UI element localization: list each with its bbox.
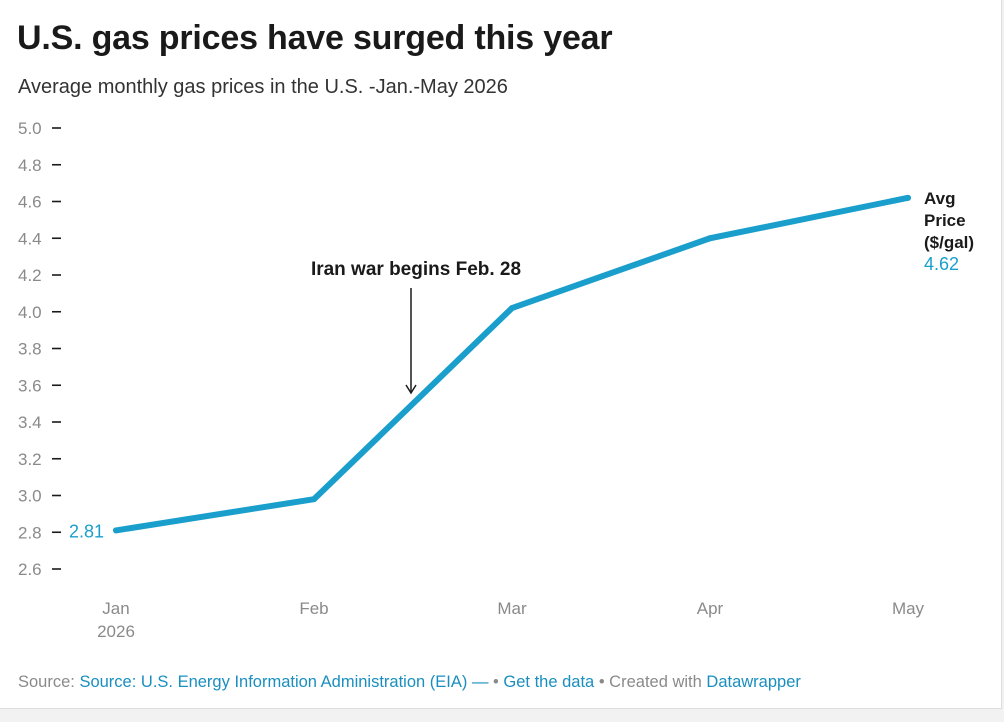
y-tick-label: 2.6 xyxy=(18,560,42,579)
y-tick-label: 3.8 xyxy=(18,340,42,359)
x-tick-label: Apr xyxy=(697,599,724,618)
source-link[interactable]: Source: U.S. Energy Information Administ… xyxy=(79,673,489,691)
x-tick-label: Jan xyxy=(102,599,129,618)
series-line xyxy=(113,194,911,534)
chart-subtitle: Average monthly gas prices in the U.S. -… xyxy=(18,76,508,98)
get-data-link[interactable]: Get the data xyxy=(503,673,595,691)
datawrapper-link[interactable]: Datawrapper xyxy=(706,673,801,691)
line-chart: 2.6 2.8 3.0 3.2 3.4 3.6 3.8 4.0 4.2 4.4 4.6 4.8 5.0 J… xyxy=(18,119,974,641)
y-tick-label: 2.8 xyxy=(18,523,42,542)
y-tick-label: 4.4 xyxy=(18,229,42,248)
chart-title: U.S. gas prices have surged this year xyxy=(17,19,613,57)
data-point xyxy=(905,194,911,201)
source-prefix: Source: xyxy=(18,673,80,691)
footer-separator: • xyxy=(488,673,504,691)
data-point xyxy=(113,527,119,534)
data-point xyxy=(311,496,317,503)
y-tick-label: 4.0 xyxy=(18,303,42,322)
y-tick-label: 4.2 xyxy=(18,266,42,285)
annotation-arrow-head xyxy=(405,384,417,395)
y-tick-label: 4.6 xyxy=(18,193,42,212)
series-label-line: Price xyxy=(924,211,966,230)
y-tick-label: 3.2 xyxy=(18,450,42,469)
y-tick-label: 3.6 xyxy=(18,376,42,395)
y-tick-label: 3.4 xyxy=(18,413,42,432)
x-tick-label: Mar xyxy=(497,599,527,618)
annotation-text: Iran war begins Feb. 28 xyxy=(311,259,521,280)
chart-footer: Source: Source: U.S. Energy Information … xyxy=(18,673,801,692)
y-tick-label: 4.8 xyxy=(18,156,42,175)
data-point xyxy=(509,305,515,312)
x-tick-label: Feb xyxy=(299,599,328,618)
series-label-line: ($/gal) xyxy=(924,233,974,252)
y-tick-label: 5.0 xyxy=(18,119,42,138)
data-point xyxy=(707,235,713,242)
created-with-text: • Created with xyxy=(594,673,707,691)
x-tick-sublabel: 2026 xyxy=(97,622,135,641)
end-value-label: 4.62 xyxy=(924,254,959,274)
y-tick-label: 3.0 xyxy=(18,487,42,506)
series-label-line: Avg xyxy=(924,189,956,208)
x-tick-label: May xyxy=(892,599,925,618)
start-value-label: 2.81 xyxy=(69,521,104,541)
